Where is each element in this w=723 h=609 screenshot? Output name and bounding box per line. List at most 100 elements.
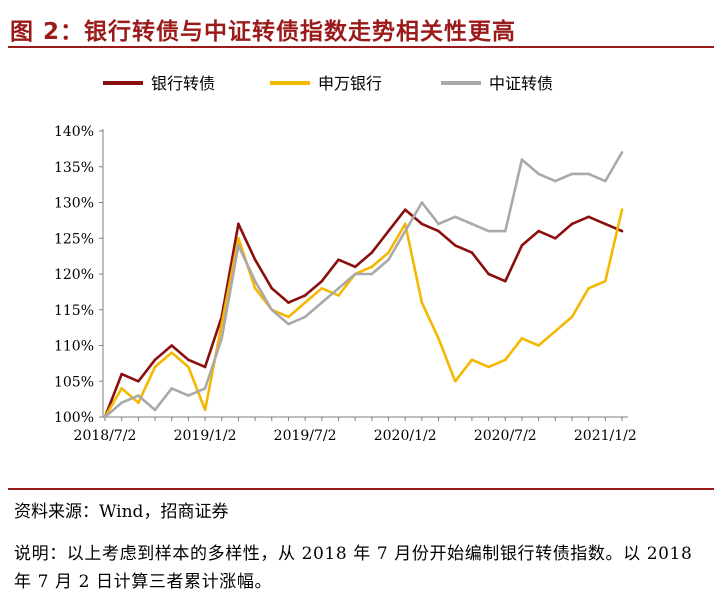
data-point xyxy=(387,258,390,261)
data-point xyxy=(604,179,607,183)
data-point xyxy=(320,287,324,290)
data-point xyxy=(303,301,307,304)
data-point xyxy=(337,294,340,297)
x-tick-label: 2021/1/2 xyxy=(574,428,637,444)
data-point xyxy=(337,258,340,261)
data-point xyxy=(403,222,407,226)
data-point xyxy=(103,415,107,419)
x-tick-label: 2020/1/2 xyxy=(374,428,437,444)
data-point xyxy=(270,308,274,312)
data-point xyxy=(320,301,324,304)
series-line xyxy=(103,208,623,418)
y-tick-label: 110% xyxy=(54,339,94,355)
data-point xyxy=(187,365,190,369)
data-point xyxy=(520,244,524,247)
data-point xyxy=(137,379,140,383)
data-point xyxy=(370,265,374,269)
data-point xyxy=(303,294,307,297)
legend-label: 银行转债 xyxy=(151,74,215,93)
figure-title: 图 2：银行转债与中证转债指数走势相关性更高 xyxy=(10,19,517,45)
data-point xyxy=(220,322,224,326)
data-point xyxy=(587,287,590,290)
data-point xyxy=(487,229,490,233)
data-point xyxy=(187,358,190,362)
data-point xyxy=(203,408,207,412)
data-point xyxy=(453,244,457,247)
y-tick-label: 115% xyxy=(54,303,94,319)
data-point xyxy=(370,251,374,254)
data-point xyxy=(587,215,590,219)
data-point xyxy=(604,222,607,226)
data-point xyxy=(220,337,224,340)
data-point xyxy=(153,358,157,362)
data-point xyxy=(120,387,123,390)
data-point xyxy=(203,365,207,369)
data-point xyxy=(570,315,574,319)
data-point xyxy=(620,151,624,154)
data-point xyxy=(387,251,390,254)
data-point xyxy=(537,172,540,176)
data-point xyxy=(470,222,474,226)
data-point xyxy=(420,301,424,304)
data-point xyxy=(120,372,123,376)
source-rule xyxy=(8,488,714,490)
data-point xyxy=(353,272,357,276)
data-point xyxy=(620,208,624,211)
y-tick-label: 130% xyxy=(54,196,94,212)
data-point xyxy=(553,179,557,183)
source-text: 资料来源：Wind，招商证券 xyxy=(14,502,229,522)
data-point xyxy=(520,158,524,161)
data-point xyxy=(520,337,524,340)
data-point xyxy=(137,401,140,405)
y-tick-label: 135% xyxy=(54,160,94,176)
y-tick-label: 105% xyxy=(54,374,94,390)
x-tick-label: 2019/7/2 xyxy=(274,428,337,444)
data-point xyxy=(353,265,357,269)
data-point xyxy=(237,244,240,247)
data-point xyxy=(253,258,257,261)
data-point xyxy=(437,337,440,340)
data-point xyxy=(170,387,174,390)
data-point xyxy=(420,201,424,204)
data-point xyxy=(503,358,507,362)
note-text: 说明：以上考虑到样本的多样性，从 2018 年 7 月份开始编制银行转债指数。以… xyxy=(14,544,693,592)
data-point xyxy=(253,279,257,283)
data-point xyxy=(470,251,474,254)
data-point xyxy=(403,229,407,233)
data-point xyxy=(553,236,557,240)
data-point xyxy=(437,229,440,233)
data-point xyxy=(537,344,540,347)
data-point xyxy=(587,172,590,176)
data-point xyxy=(303,315,307,319)
legend-label: 申万银行 xyxy=(318,74,382,93)
x-tick-label: 2020/7/2 xyxy=(474,428,537,444)
data-point xyxy=(320,279,324,283)
data-point xyxy=(503,229,507,233)
chart-legend: 银行转债 申万银行 中证转债 xyxy=(103,74,553,93)
data-point xyxy=(153,408,157,412)
data-point xyxy=(387,229,390,233)
data-point xyxy=(470,358,474,362)
data-point xyxy=(187,394,190,397)
chart-axes: 100% 105% 110% 115% 120% 125% 130% 135% 140% 2018… xyxy=(54,124,637,444)
data-point xyxy=(170,344,174,347)
data-point xyxy=(287,315,290,319)
data-point xyxy=(287,322,290,326)
x-tick-label: 2018/7/2 xyxy=(74,428,137,444)
data-point xyxy=(337,287,340,290)
data-point xyxy=(370,272,374,276)
data-point xyxy=(237,222,240,226)
title-rule xyxy=(8,46,714,48)
chart-series xyxy=(103,151,624,419)
legend-label: 中证转债 xyxy=(489,74,553,93)
data-point xyxy=(237,236,240,240)
data-point xyxy=(537,229,540,233)
data-point xyxy=(137,394,140,397)
data-point xyxy=(620,229,624,233)
y-tick-label: 120% xyxy=(54,267,94,283)
series-line xyxy=(104,151,624,418)
data-point xyxy=(403,208,407,211)
line-chart: 银行转债 申万银行 中证转债 100% 105% 110% 115% 120% 125% 130… xyxy=(54,74,637,444)
data-point xyxy=(487,272,490,276)
data-point xyxy=(437,222,440,226)
